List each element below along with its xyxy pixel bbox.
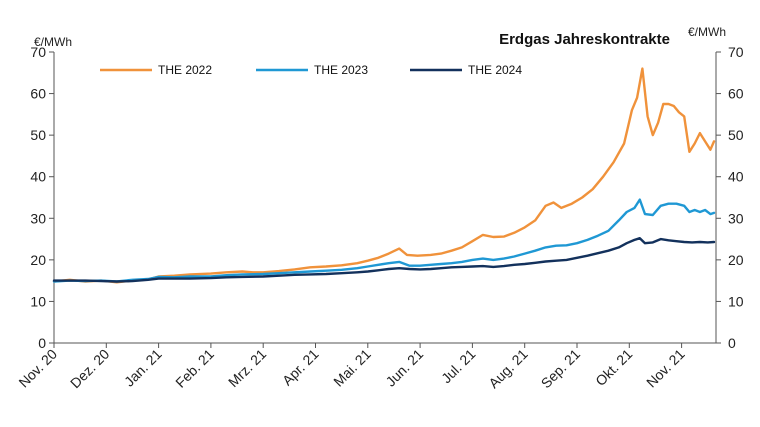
y-tick-label-right: 20	[728, 252, 744, 268]
legend-label-2: THE 2023	[314, 63, 368, 77]
y-tick-label-right: 10	[728, 293, 744, 309]
axes: 0 0 10 10 20 20 30 30 40 40 50 50 60 60 70 70 Nov. 20 Dez…	[15, 44, 743, 391]
y-tick-label-right: 70	[728, 44, 744, 60]
y-axis-label-left: €/MWh	[34, 35, 72, 49]
y-tick-label-left: 20	[30, 252, 46, 268]
series-layer	[52, 67, 716, 284]
x-tick-label: Mai. 21	[330, 346, 374, 390]
chart-title: Erdgas Jahreskontrakte	[499, 31, 670, 48]
x-tick-label: Sep. 21	[538, 346, 584, 392]
x-tick-label: Nov. 20	[15, 346, 60, 391]
x-tick-label: Jun. 21	[382, 346, 426, 390]
x-tick-label: Mrz. 21	[225, 346, 269, 390]
y-tick-label-right: 30	[728, 210, 744, 226]
x-tick-label: Jan. 21	[121, 346, 165, 390]
y-tick-label-left: 10	[30, 293, 46, 309]
x-tick-label: Dez. 20	[67, 346, 113, 392]
y-tick-label-left: 30	[30, 210, 46, 226]
x-tick-label: Aug. 21	[485, 346, 531, 392]
y-tick-label-right: 40	[728, 169, 744, 185]
y-tick-label-left: 40	[30, 169, 46, 185]
y-tick-label-left: 60	[30, 86, 46, 102]
x-tick-label: Apr. 21	[279, 346, 322, 389]
x-tick-label: Feb. 21	[172, 346, 217, 391]
y-tick-label-left: 70	[30, 44, 46, 60]
legend-label-3: THE 2024	[468, 63, 522, 77]
legend: THE 2022 THE 2023 THE 2024	[100, 63, 522, 77]
legend-label-1: THE 2022	[158, 63, 212, 77]
series-line-3	[52, 237, 716, 283]
y-tick-label-left: 0	[38, 335, 46, 351]
series-line-1	[52, 67, 716, 284]
x-tick-label: Okt. 21	[592, 346, 635, 389]
y-axis-label-right: €/MWh	[688, 25, 726, 39]
y-tick-label-right: 50	[728, 127, 744, 143]
x-tick-label: Nov. 21	[643, 346, 688, 391]
y-tick-label-left: 50	[30, 127, 46, 143]
y-tick-label-right: 0	[728, 335, 736, 351]
series-line-2	[52, 198, 716, 283]
y-tick-label-right: 60	[728, 86, 744, 102]
x-tick-label: Jul. 21	[438, 346, 479, 387]
